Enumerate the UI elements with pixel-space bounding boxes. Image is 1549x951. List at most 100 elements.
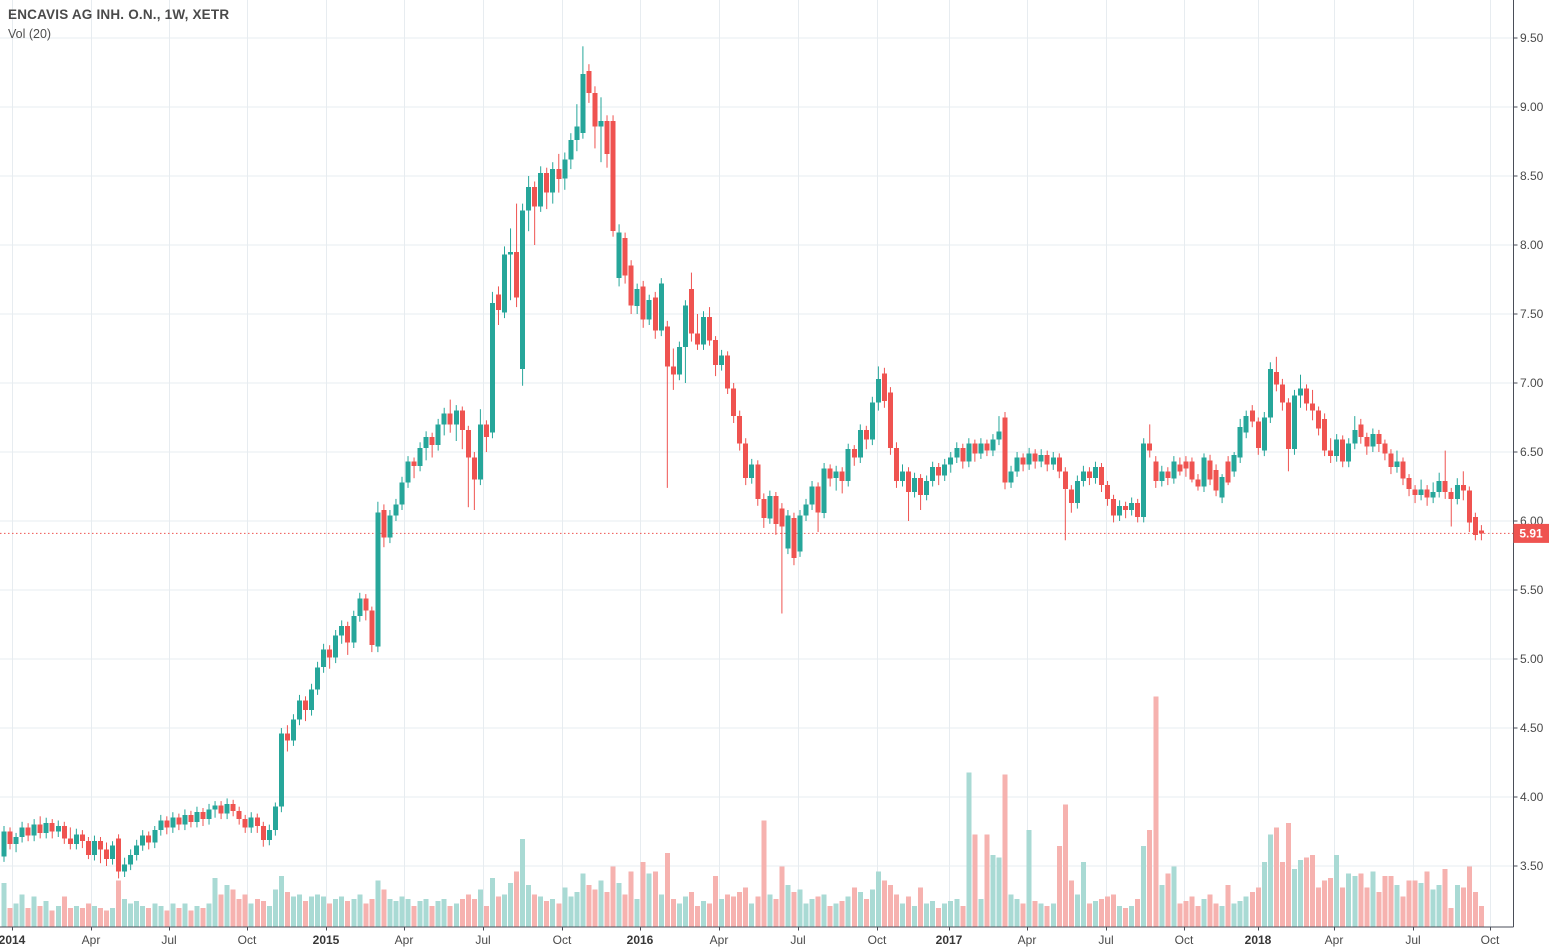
candle-up bbox=[272, 806, 278, 831]
volume-bar bbox=[429, 905, 435, 927]
volume-bar bbox=[19, 894, 25, 927]
candle-up bbox=[990, 439, 996, 451]
candle-up bbox=[31, 824, 37, 836]
volume-bar bbox=[423, 898, 429, 927]
candle-down bbox=[1068, 489, 1074, 504]
candle-down bbox=[7, 831, 13, 844]
candle-down bbox=[303, 700, 308, 711]
volume-bar bbox=[664, 852, 670, 927]
volume-bar bbox=[1454, 885, 1460, 927]
candle-down bbox=[1316, 410, 1322, 429]
volume-bar bbox=[1400, 896, 1406, 927]
volume-bar bbox=[67, 908, 73, 927]
volume-bar bbox=[339, 896, 345, 927]
volume-bar bbox=[996, 857, 1002, 927]
candle-up bbox=[1370, 434, 1376, 447]
volume-bar bbox=[158, 905, 164, 927]
candle-down bbox=[85, 841, 91, 855]
candle-up bbox=[978, 443, 984, 454]
price-axis-background bbox=[1513, 0, 1549, 951]
candle-down bbox=[1466, 490, 1472, 523]
candle-up bbox=[19, 827, 25, 838]
volume-bar bbox=[1466, 866, 1472, 927]
volume-bar bbox=[1292, 869, 1297, 927]
candle-up bbox=[682, 305, 688, 348]
candle-down bbox=[381, 510, 387, 538]
candle-up bbox=[1159, 471, 1165, 481]
candle-down bbox=[1165, 471, 1171, 479]
candle-up bbox=[489, 303, 495, 433]
volume-bar bbox=[634, 898, 640, 927]
candle-down bbox=[737, 416, 743, 444]
price-tick-label: 4.00 bbox=[1520, 790, 1544, 804]
candle-down bbox=[1460, 485, 1466, 491]
volume-bar bbox=[1310, 855, 1316, 927]
price-axis[interactable]: 9.509.008.508.007.507.006.506.005.505.00… bbox=[1513, 0, 1549, 951]
candle-up bbox=[110, 845, 115, 860]
candle-down bbox=[1249, 410, 1255, 422]
volume-bar bbox=[1099, 898, 1104, 927]
time-axis[interactable]: 2014 Apr Jul Oct 2015 Apr Jul Oct 2016 Apr Jul Oct 2… bbox=[0, 926, 1514, 947]
volume-bar bbox=[1279, 862, 1285, 927]
volume-bar bbox=[176, 908, 182, 927]
volume-bar bbox=[1008, 894, 1014, 927]
volume-bar bbox=[984, 834, 990, 927]
candle-down bbox=[972, 443, 978, 454]
candle-up bbox=[930, 467, 936, 481]
candle-up bbox=[1014, 457, 1020, 472]
volume-bar bbox=[749, 903, 755, 927]
candle-up bbox=[568, 140, 574, 160]
candle-up bbox=[580, 73, 586, 134]
candle-down bbox=[447, 413, 453, 425]
candle-up bbox=[315, 667, 321, 690]
candle-down bbox=[592, 93, 598, 127]
candle-down bbox=[1189, 461, 1195, 480]
candle-up bbox=[1346, 443, 1352, 462]
volume-bar bbox=[1382, 875, 1388, 927]
volume-bar bbox=[417, 901, 423, 927]
candle-down bbox=[1424, 489, 1430, 498]
volume-bar bbox=[791, 892, 797, 927]
candle-up bbox=[658, 283, 664, 331]
candle-up bbox=[417, 447, 423, 466]
candle-up bbox=[966, 443, 972, 462]
candle-down bbox=[260, 826, 266, 840]
candle-up bbox=[375, 512, 381, 647]
candle-up bbox=[869, 402, 875, 440]
volume-bar bbox=[236, 898, 242, 927]
candle-down bbox=[1135, 503, 1141, 517]
volume-bar bbox=[936, 908, 942, 927]
candle-up bbox=[845, 449, 851, 481]
volume-bar bbox=[809, 898, 815, 927]
volume-bar bbox=[1, 882, 7, 927]
time-tick-label-month: Apr bbox=[1018, 933, 1037, 947]
volume-bar bbox=[441, 898, 447, 927]
price-tick-label: 8.00 bbox=[1520, 238, 1544, 252]
time-tick-label-month: Apr bbox=[395, 933, 414, 947]
volume-bar bbox=[900, 903, 905, 927]
candle-down bbox=[839, 471, 845, 481]
candle-down bbox=[1183, 461, 1189, 469]
candle-down bbox=[496, 294, 501, 310]
volume-bar bbox=[170, 903, 176, 927]
candle-down bbox=[664, 326, 670, 367]
candle-up bbox=[55, 826, 61, 832]
volume-bar bbox=[1358, 873, 1364, 927]
volume-bar bbox=[948, 901, 954, 927]
candle-down bbox=[164, 820, 170, 828]
volume-bar bbox=[676, 903, 682, 927]
volume-bar bbox=[924, 903, 930, 927]
price-tick-label: 7.50 bbox=[1520, 307, 1544, 321]
volume-bar bbox=[520, 839, 526, 927]
volume-bar bbox=[1044, 905, 1050, 927]
volume-bar bbox=[1334, 855, 1340, 927]
volume-bar bbox=[164, 910, 170, 927]
volume-bar bbox=[1394, 885, 1400, 927]
volume-bar bbox=[218, 894, 224, 927]
candle-up bbox=[206, 809, 212, 820]
volume-bar bbox=[98, 908, 103, 927]
volume-bar bbox=[701, 901, 706, 927]
candle-up bbox=[182, 814, 188, 825]
volume-bar bbox=[1430, 889, 1436, 927]
